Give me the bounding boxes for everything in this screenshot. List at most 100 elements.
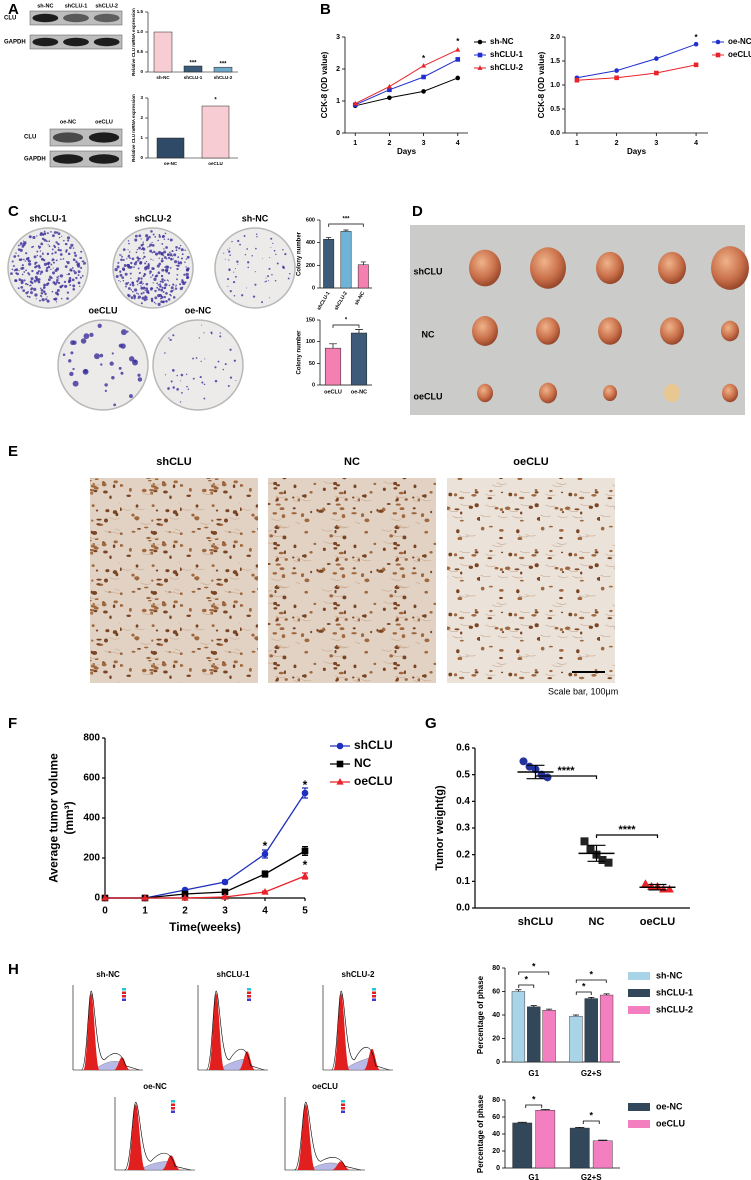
- flow-g2-peak: [113, 1057, 131, 1070]
- colony: [265, 277, 267, 279]
- tumor: [658, 251, 686, 285]
- colony: [36, 250, 39, 253]
- colony: [201, 381, 204, 384]
- legend-label: shCLU-2: [490, 63, 523, 72]
- colony: [62, 258, 65, 260]
- colony: [163, 256, 167, 259]
- tumor: [598, 317, 622, 345]
- y-tick-label: 0: [140, 69, 143, 74]
- y-tick-label: 40: [492, 1131, 500, 1138]
- colony: [200, 360, 202, 363]
- colony: [47, 282, 50, 285]
- colony: [170, 286, 174, 290]
- colony: [29, 284, 32, 287]
- colony: [33, 287, 37, 291]
- colony: [147, 246, 149, 248]
- marker: [421, 89, 426, 94]
- colony: [179, 401, 182, 403]
- marker: [665, 884, 674, 893]
- colony: [241, 294, 244, 297]
- error-bar: [515, 989, 522, 992]
- x-tick-label: shCLU-1: [316, 290, 332, 311]
- colony: [214, 366, 217, 369]
- colony: [20, 280, 24, 285]
- marker: [261, 870, 269, 878]
- colony: [57, 281, 61, 285]
- colony: [227, 384, 230, 388]
- significance: ****: [557, 765, 575, 777]
- colony: [169, 253, 173, 257]
- y-tick-label: 50: [309, 361, 315, 367]
- y-tick-label: 0.4: [456, 796, 470, 807]
- colony: [43, 262, 48, 266]
- colony: [170, 380, 173, 383]
- error-bar: [517, 1121, 527, 1123]
- colony: [130, 289, 133, 291]
- significance: ****: [618, 824, 636, 836]
- colony: [163, 295, 166, 299]
- colony: [274, 279, 277, 282]
- x-tick-label: NC: [589, 916, 605, 928]
- ihc-title: oeCLU: [513, 456, 549, 468]
- colony: [229, 247, 231, 249]
- colony: [144, 267, 148, 271]
- colony: [153, 301, 156, 304]
- tumor-row-label: shCLU: [414, 266, 443, 276]
- colony: [166, 257, 168, 260]
- colony: [142, 243, 145, 245]
- legend-label: shCLU-1: [490, 50, 523, 59]
- colony: [131, 283, 135, 287]
- y-tick-label: 3: [336, 34, 340, 41]
- y-tick-label: 0.5: [550, 106, 560, 113]
- colony: [160, 288, 164, 292]
- colony: [133, 288, 138, 292]
- bar: [569, 1127, 590, 1169]
- colony: [66, 291, 70, 294]
- significance: *: [532, 961, 536, 971]
- error-bar: [343, 229, 349, 232]
- colony: [153, 250, 156, 254]
- blot-band: [63, 13, 89, 23]
- colony: [185, 266, 187, 268]
- marker: [387, 95, 392, 101]
- colony: [66, 261, 68, 263]
- colony: [127, 240, 130, 242]
- marker: [654, 56, 659, 61]
- significance: *: [456, 37, 460, 46]
- blot-lane-label: shCLU-1: [65, 3, 88, 9]
- y-tick-label: 0.3: [456, 823, 470, 834]
- colony: [158, 235, 162, 238]
- colony: [181, 253, 184, 256]
- colony: [66, 236, 71, 240]
- colony: [150, 297, 154, 301]
- colony: [63, 280, 67, 284]
- bar: [156, 137, 185, 159]
- colony: [273, 249, 276, 252]
- tumor: [536, 317, 560, 345]
- significance: *: [524, 974, 528, 984]
- flow-legend-swatch: [247, 991, 251, 994]
- colony: [31, 269, 34, 273]
- y-tick-label: 1: [140, 135, 143, 140]
- colony: [28, 273, 31, 276]
- legend-swatch: [628, 1103, 650, 1111]
- colony: [122, 248, 126, 251]
- colony: [186, 385, 188, 388]
- colony: [19, 248, 23, 252]
- significance-bracket: [575, 991, 592, 995]
- colony: [131, 257, 135, 261]
- marker: [641, 879, 650, 888]
- significance: *: [589, 969, 593, 979]
- legend-swatch: [628, 1006, 650, 1014]
- colony: [198, 337, 200, 339]
- x-tick-label: 2: [615, 140, 619, 147]
- colony: [143, 298, 147, 302]
- colony: [179, 287, 183, 291]
- colony: [168, 284, 171, 287]
- flow-legend-swatch: [247, 988, 251, 991]
- colony: [219, 332, 221, 334]
- legend-label: shCLU-1: [656, 987, 693, 997]
- colony: [15, 268, 19, 272]
- colony: [142, 282, 145, 284]
- marker: [477, 39, 483, 45]
